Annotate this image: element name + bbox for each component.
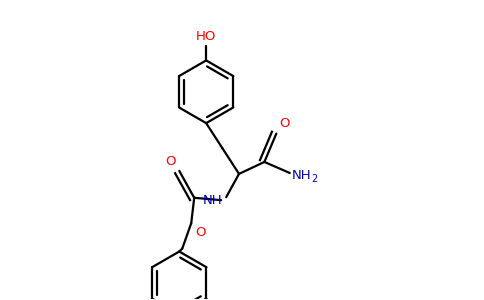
Text: O: O (279, 117, 290, 130)
Text: 2: 2 (312, 174, 318, 184)
Text: O: O (165, 155, 176, 168)
Text: NH: NH (291, 169, 311, 182)
Text: NH: NH (203, 194, 223, 207)
Text: O: O (195, 226, 205, 239)
Text: HO: HO (196, 30, 216, 43)
